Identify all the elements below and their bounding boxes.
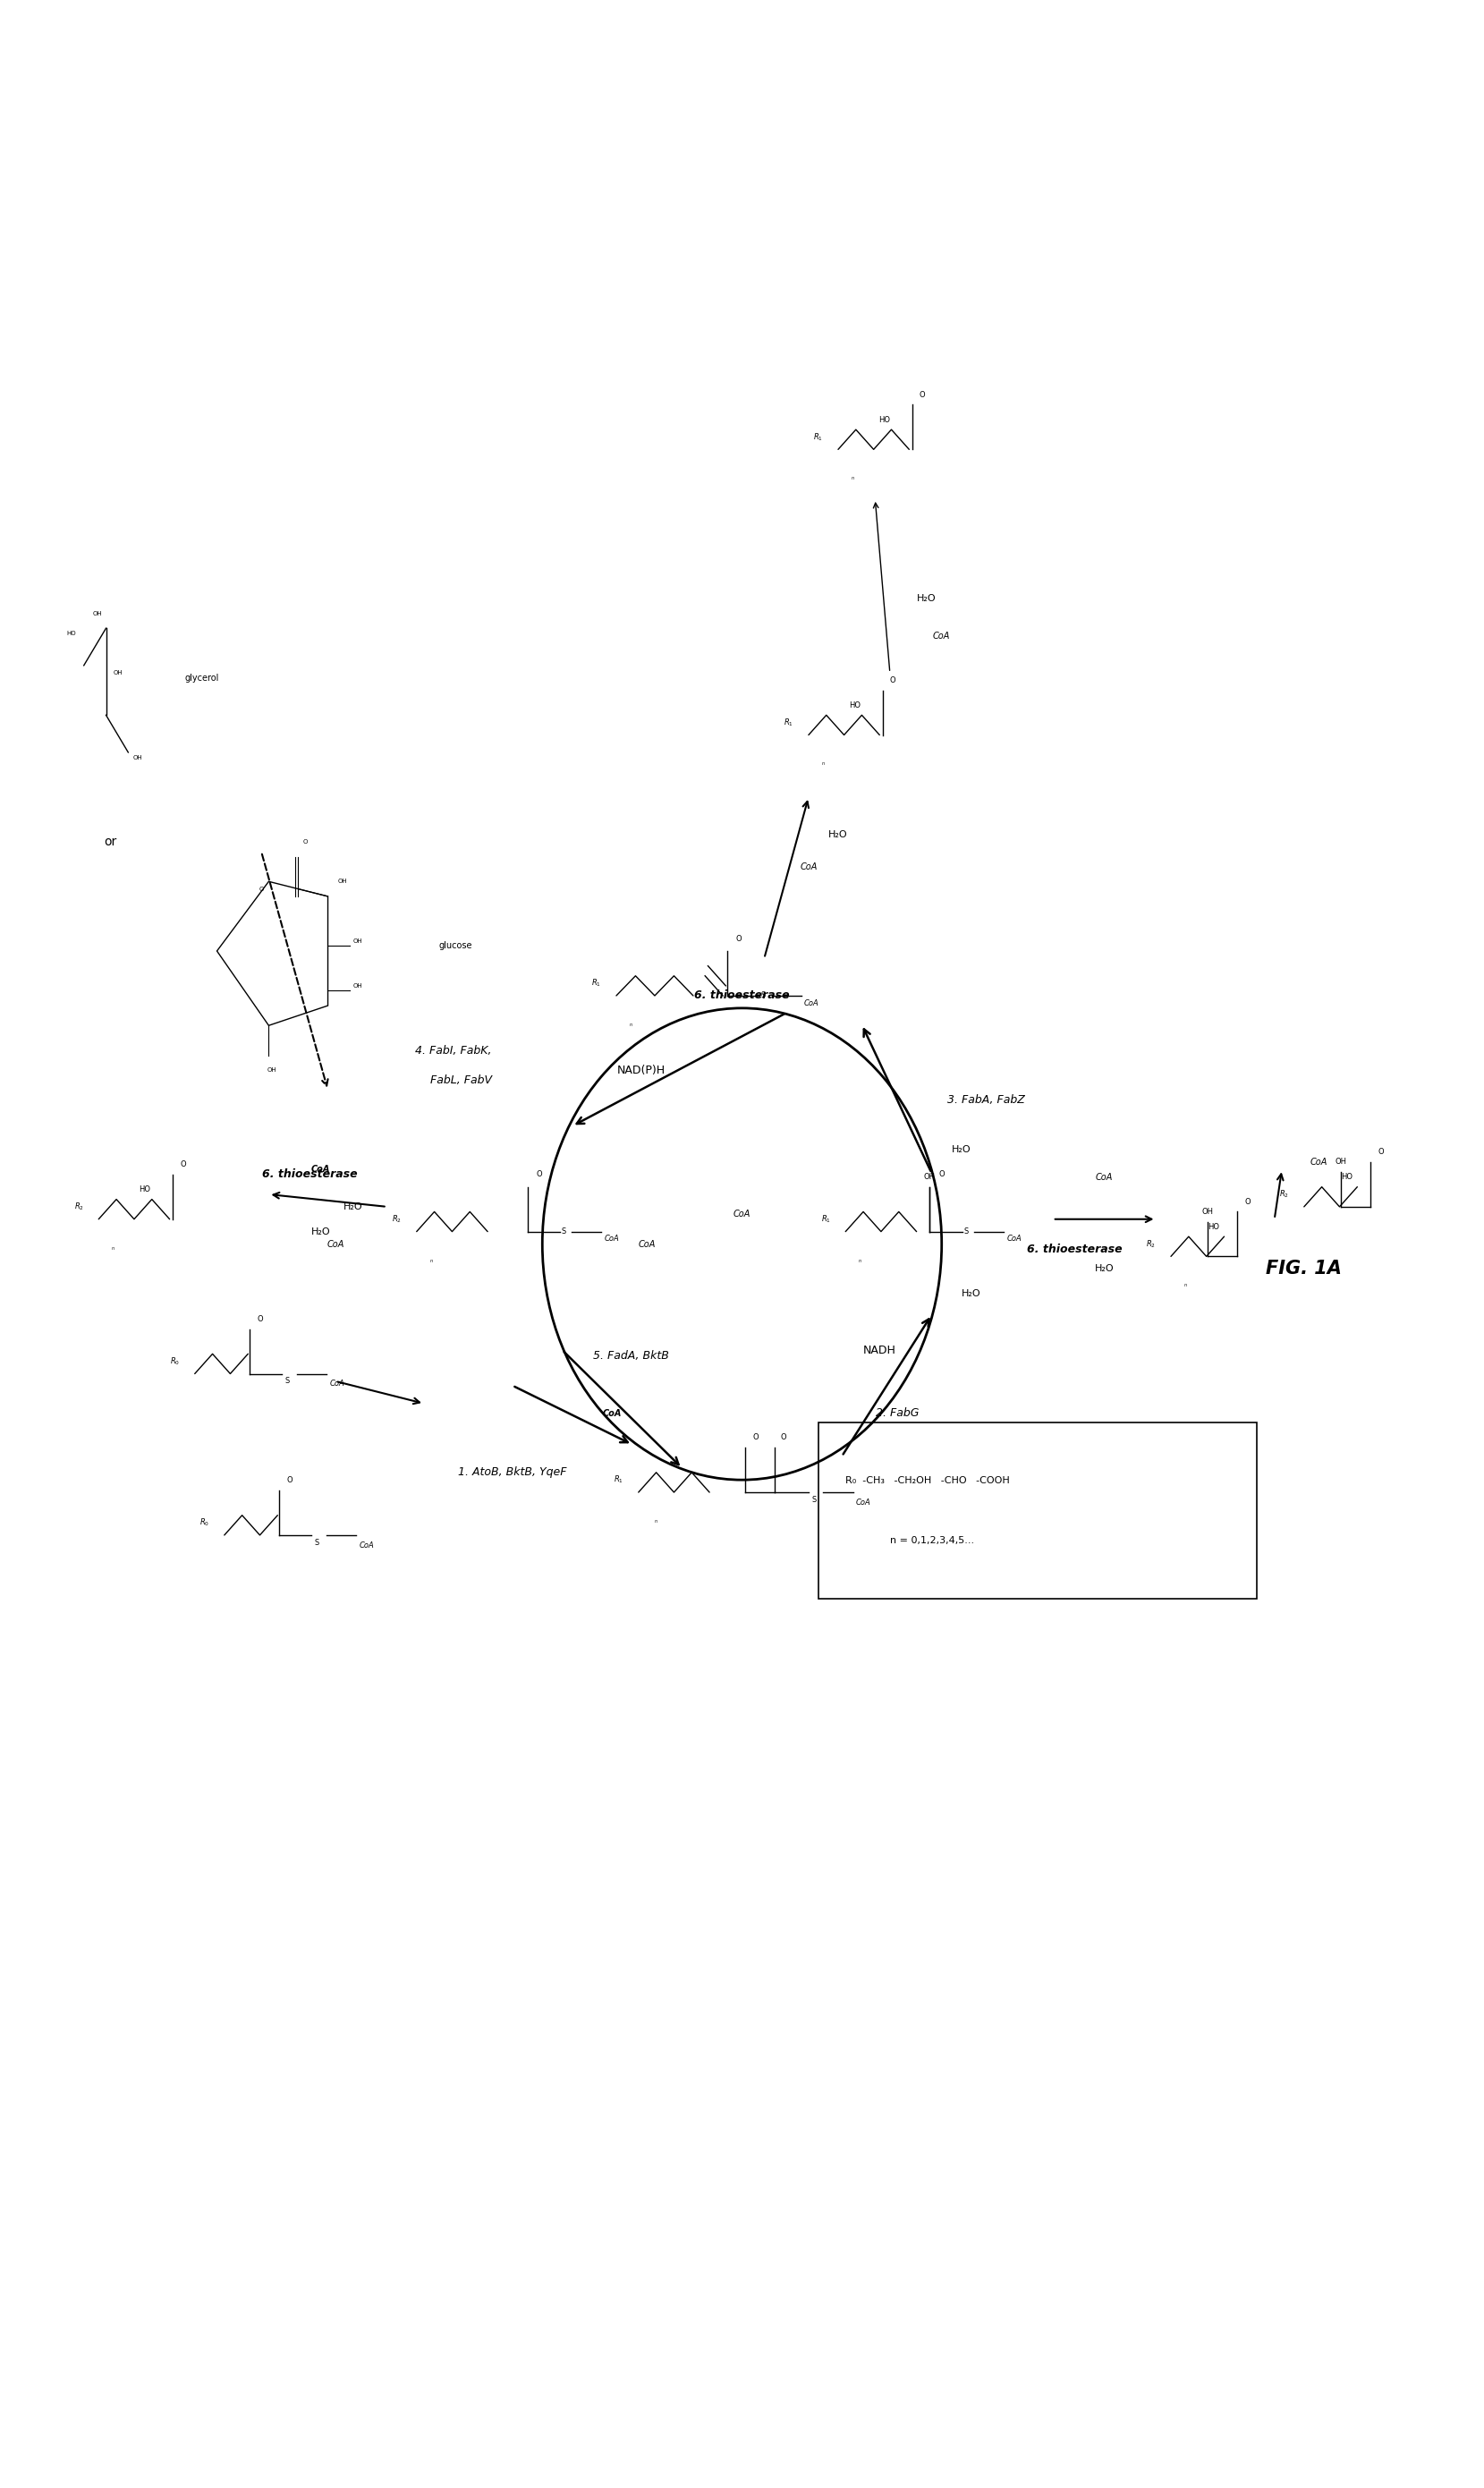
Text: 6. thioesterase: 6. thioesterase bbox=[695, 990, 789, 1003]
Text: $_n$: $_n$ bbox=[111, 1246, 116, 1251]
Text: CoA: CoA bbox=[1006, 1234, 1021, 1244]
Text: CoA: CoA bbox=[800, 863, 818, 871]
Text: CoA: CoA bbox=[1095, 1172, 1113, 1182]
Text: OH: OH bbox=[338, 878, 347, 883]
Text: 1. AtoB, BktB, YqeF: 1. AtoB, BktB, YqeF bbox=[459, 1465, 567, 1478]
Text: HO: HO bbox=[879, 415, 890, 423]
Text: glycerol: glycerol bbox=[184, 674, 218, 682]
Text: O: O bbox=[258, 886, 264, 891]
Text: O: O bbox=[1245, 1197, 1251, 1207]
Text: NAD(P)H: NAD(P)H bbox=[617, 1065, 666, 1075]
Text: S: S bbox=[315, 1538, 319, 1548]
Text: $R_2$: $R_2$ bbox=[1146, 1239, 1156, 1249]
Text: O: O bbox=[180, 1159, 186, 1169]
Text: HO: HO bbox=[849, 702, 861, 709]
Text: S: S bbox=[963, 1227, 969, 1237]
Text: CoA: CoA bbox=[856, 1498, 871, 1505]
Text: FIG. 1A: FIG. 1A bbox=[1266, 1259, 1342, 1279]
Text: OH: OH bbox=[353, 938, 362, 943]
Text: OH: OH bbox=[113, 669, 123, 677]
Text: $R_2$: $R_2$ bbox=[392, 1214, 402, 1224]
Text: OH: OH bbox=[1336, 1157, 1347, 1167]
Text: R₀  -CH₃   -CH₂OH   -CHO   -COOH: R₀ -CH₃ -CH₂OH -CHO -COOH bbox=[846, 1475, 1011, 1485]
Text: $R_0$: $R_0$ bbox=[199, 1518, 209, 1528]
Text: $_n$: $_n$ bbox=[629, 1023, 634, 1028]
Text: H₂O: H₂O bbox=[828, 831, 847, 838]
Text: $_n$: $_n$ bbox=[1184, 1284, 1187, 1289]
Text: NADH: NADH bbox=[864, 1346, 896, 1356]
Text: O: O bbox=[1379, 1147, 1385, 1157]
Text: 6. thioesterase: 6. thioesterase bbox=[1027, 1244, 1122, 1254]
Text: S: S bbox=[761, 993, 766, 1000]
Text: HO: HO bbox=[67, 629, 77, 637]
Text: HO: HO bbox=[1342, 1172, 1353, 1182]
Text: CoA: CoA bbox=[733, 1209, 751, 1219]
Text: O: O bbox=[286, 1475, 292, 1485]
Text: $R_1$: $R_1$ bbox=[592, 978, 601, 988]
Text: OH: OH bbox=[353, 983, 362, 988]
Text: CoA: CoA bbox=[604, 1234, 619, 1244]
Text: $R_2$: $R_2$ bbox=[1279, 1189, 1290, 1199]
Text: $R_2$: $R_2$ bbox=[74, 1202, 83, 1212]
Text: OH: OH bbox=[92, 610, 102, 617]
Text: CoA: CoA bbox=[326, 1239, 344, 1249]
Text: CoA: CoA bbox=[804, 1000, 819, 1008]
Text: CoA: CoA bbox=[1310, 1157, 1328, 1167]
Text: O: O bbox=[939, 1169, 945, 1179]
Text: HO: HO bbox=[139, 1184, 150, 1194]
Text: H₂O: H₂O bbox=[343, 1202, 362, 1212]
Text: glucose: glucose bbox=[439, 940, 472, 950]
Text: O: O bbox=[781, 1433, 787, 1441]
Text: H₂O: H₂O bbox=[310, 1227, 329, 1237]
Text: CoA: CoA bbox=[603, 1408, 622, 1418]
Text: HO: HO bbox=[1208, 1222, 1220, 1232]
Text: OH: OH bbox=[925, 1172, 935, 1182]
Text: 3. FabA, FabZ: 3. FabA, FabZ bbox=[947, 1095, 1025, 1105]
Text: CoA: CoA bbox=[933, 632, 950, 639]
Text: $_n$: $_n$ bbox=[429, 1259, 433, 1264]
Text: $R_1$: $R_1$ bbox=[821, 1214, 831, 1224]
Text: n = 0,1,2,3,4,5...: n = 0,1,2,3,4,5... bbox=[890, 1538, 974, 1545]
Text: OH: OH bbox=[267, 1067, 276, 1072]
Text: $_n$: $_n$ bbox=[654, 1518, 659, 1525]
Text: H₂O: H₂O bbox=[917, 595, 936, 602]
Text: S: S bbox=[812, 1495, 816, 1503]
Text: $R_1$: $R_1$ bbox=[784, 717, 794, 729]
Text: O: O bbox=[536, 1169, 542, 1179]
Text: O: O bbox=[736, 935, 742, 943]
Text: H₂O: H₂O bbox=[1095, 1264, 1114, 1274]
Text: O: O bbox=[257, 1316, 263, 1324]
Text: OH: OH bbox=[132, 754, 142, 759]
Text: S: S bbox=[561, 1227, 567, 1237]
Text: H₂O: H₂O bbox=[951, 1144, 971, 1154]
Text: 4. FabI, FabK,: 4. FabI, FabK, bbox=[416, 1045, 491, 1055]
Text: S: S bbox=[285, 1378, 289, 1386]
Text: CoA: CoA bbox=[329, 1381, 344, 1388]
Text: OH: OH bbox=[1202, 1207, 1214, 1217]
Text: $R_1$: $R_1$ bbox=[614, 1475, 623, 1485]
Text: O: O bbox=[752, 1433, 758, 1441]
Text: 2. FabG: 2. FabG bbox=[876, 1408, 919, 1418]
Text: CoA: CoA bbox=[359, 1540, 374, 1550]
Text: $_n$: $_n$ bbox=[850, 475, 855, 483]
Text: $R_0$: $R_0$ bbox=[171, 1356, 180, 1366]
Text: CoA: CoA bbox=[312, 1164, 329, 1174]
Text: O: O bbox=[890, 677, 896, 684]
Text: FabL, FabV: FabL, FabV bbox=[416, 1075, 491, 1085]
Text: or: or bbox=[104, 836, 117, 848]
Text: $_n$: $_n$ bbox=[821, 761, 825, 769]
Text: O: O bbox=[920, 391, 926, 398]
Text: H₂O: H₂O bbox=[962, 1289, 981, 1299]
Text: 5. FadA, BktB: 5. FadA, BktB bbox=[594, 1351, 669, 1361]
Text: $_n$: $_n$ bbox=[858, 1259, 862, 1264]
Text: 6. thioesterase: 6. thioesterase bbox=[263, 1169, 358, 1179]
Text: $R_1$: $R_1$ bbox=[813, 430, 824, 443]
Text: O: O bbox=[303, 838, 307, 843]
Text: CoA: CoA bbox=[638, 1239, 656, 1249]
